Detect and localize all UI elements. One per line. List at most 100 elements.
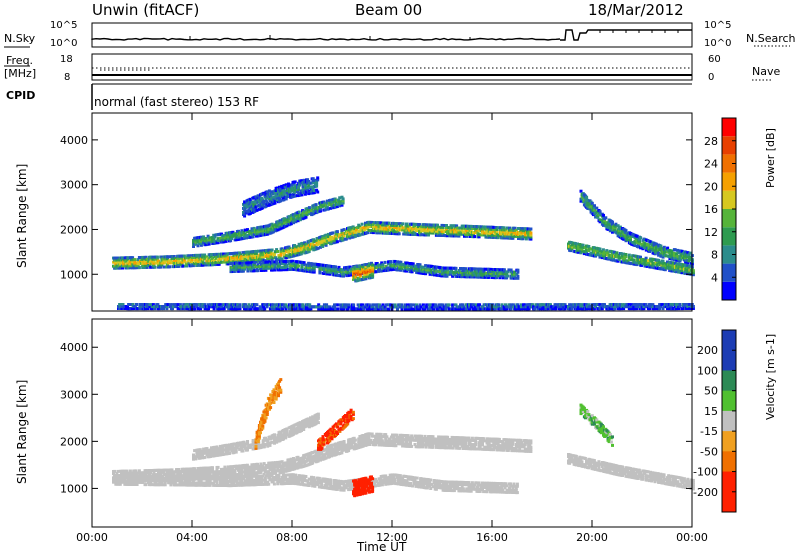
echo-cell [240, 267, 244, 271]
echo-cell [323, 202, 327, 206]
echo-cell [216, 237, 220, 241]
echo-cell [527, 233, 531, 237]
echo-cell [361, 267, 364, 271]
echo-cell [215, 252, 219, 256]
echo-cell [214, 305, 218, 309]
echo-cell [305, 190, 308, 194]
echo-cell [397, 268, 401, 272]
echo-cell [149, 257, 153, 261]
echo-cell [508, 226, 511, 230]
echo-cell [259, 249, 263, 253]
echo-cell [214, 263, 218, 266]
echo-cell [233, 253, 237, 257]
echo-cell [299, 252, 303, 256]
echo-cell [446, 305, 450, 309]
echo-cell [657, 251, 661, 255]
echo-cell [347, 273, 351, 277]
echo-cell [122, 262, 126, 266]
echo-cell [271, 256, 275, 260]
echo-cell [546, 307, 550, 311]
echo-cell [302, 182, 306, 186]
echo-cell [292, 219, 296, 223]
echo-cell [326, 237, 330, 240]
echo-cell [496, 268, 500, 272]
echo-cell [387, 262, 390, 266]
echo-cell [592, 307, 596, 311]
echo-cell [425, 268, 429, 272]
echo-cell [675, 270, 678, 274]
echo-cell [477, 305, 480, 309]
echo-cell [608, 307, 612, 311]
echo-cell [193, 307, 197, 311]
echo-cell [146, 303, 150, 307]
echo-cell [495, 232, 499, 236]
echo-cell [324, 241, 328, 245]
echo-cell [485, 227, 489, 231]
echo-cell [455, 224, 459, 228]
echo-cell [400, 307, 404, 311]
echo-cell [299, 246, 303, 250]
echo-cell [163, 257, 167, 261]
echo-cell [257, 259, 261, 263]
echo-cell [271, 268, 275, 272]
echo-cell [413, 224, 417, 228]
echo-cell [311, 187, 315, 191]
echo-cell [490, 231, 493, 235]
echo-cell [297, 210, 301, 214]
plot-area [92, 113, 692, 311]
echo-cell [340, 270, 344, 274]
echo-cell [460, 307, 464, 311]
echo-cell [473, 235, 477, 239]
echo-cell [463, 234, 466, 238]
echo-cell [651, 249, 655, 253]
freq-trace [92, 67, 692, 76]
echo-cell [180, 307, 183, 311]
echo-cell [516, 274, 520, 278]
echo-cell [203, 241, 207, 245]
echo-cell [317, 240, 321, 244]
echo-cell [666, 250, 670, 254]
echo-cell [642, 258, 646, 262]
echo-cell [360, 222, 364, 226]
date-title: 18/Mar/2012 [588, 1, 684, 19]
echo-cell [585, 248, 588, 252]
echo-cell [261, 227, 265, 231]
echo-cell [251, 252, 255, 256]
echo-cell [373, 307, 377, 311]
echo-cell [585, 250, 588, 254]
echo-cell [324, 233, 328, 237]
echo-cell [331, 271, 335, 275]
echo-cell [462, 269, 466, 273]
echo-cell [293, 188, 297, 192]
echo-cell [587, 307, 591, 311]
echo-cell [196, 261, 200, 265]
echo-cell [125, 262, 129, 266]
echo-cell [202, 255, 205, 259]
echo-cell [527, 307, 531, 311]
echo-cell [431, 229, 435, 233]
echo-cell [256, 269, 260, 273]
echo-cell [421, 265, 425, 269]
echo-cell [182, 260, 186, 264]
echo-cell [472, 233, 475, 237]
echo-cell [600, 307, 604, 311]
echo-cell [331, 269, 335, 273]
echo-cell [614, 305, 618, 309]
echo-cell [285, 222, 289, 226]
echo-cell [438, 268, 442, 272]
echo-cell [478, 227, 482, 231]
echo-cell [604, 216, 608, 220]
echo-cell [379, 221, 383, 225]
echo-cell [661, 265, 665, 269]
echo-cell [580, 247, 584, 251]
echo-cell [642, 307, 646, 311]
echo-cell [691, 271, 695, 275]
echo-cell [502, 226, 506, 230]
echo-cell [295, 266, 299, 270]
echo-cell [312, 181, 316, 184]
echo-cell [345, 303, 349, 307]
echo-cell [676, 248, 680, 252]
echo-cell [238, 303, 242, 307]
echo-cell [499, 307, 503, 311]
echo-cell [314, 203, 318, 207]
